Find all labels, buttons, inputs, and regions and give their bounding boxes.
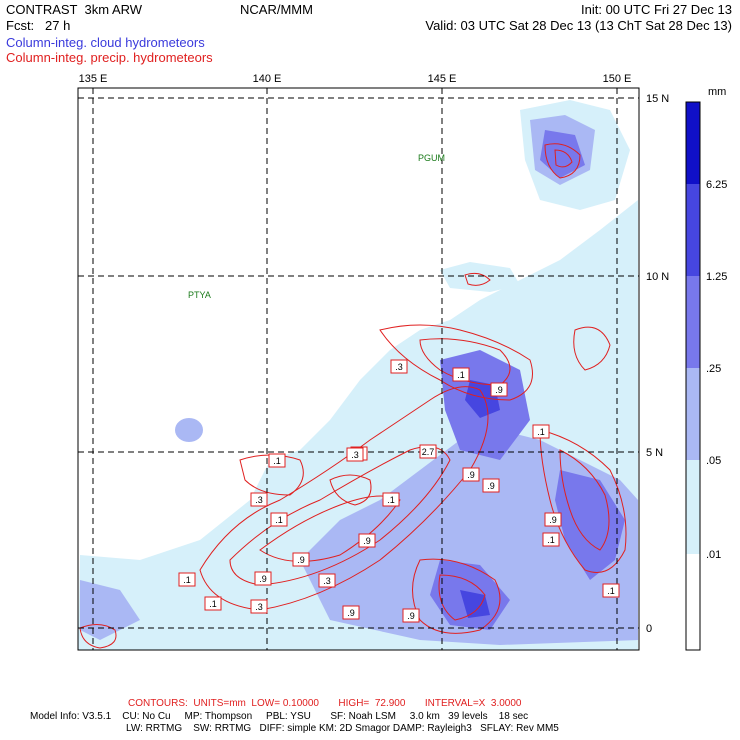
model-info-line2: LW: RRTMG SW: RRTMG DIFF: simple KM: 2D … bbox=[126, 723, 559, 734]
contour-label: 2.7 bbox=[419, 444, 437, 459]
svg-text:.1: .1 bbox=[275, 515, 283, 525]
org-label: NCAR/MMM bbox=[240, 2, 313, 17]
svg-text:.1: .1 bbox=[387, 495, 395, 505]
svg-text:.1: .1 bbox=[547, 535, 555, 545]
station-label-ptya: PTYA bbox=[188, 290, 211, 300]
model-info-line1: Model Info: V3.5.1 CU: No Cu MP: Thompso… bbox=[30, 711, 529, 722]
svg-text:.3: .3 bbox=[351, 450, 359, 460]
field-cloud-label: Column-integ. cloud hydrometeors bbox=[6, 35, 205, 50]
map-frame bbox=[77, 87, 640, 651]
svg-text:.1: .1 bbox=[183, 575, 191, 585]
svg-text:.9: .9 bbox=[297, 555, 305, 565]
forecast-hour: Fcst: 27 h bbox=[6, 18, 71, 33]
contour-label: .3 bbox=[390, 359, 408, 374]
contour-label: .3 bbox=[250, 599, 268, 614]
svg-text:.3: .3 bbox=[395, 362, 403, 372]
colorbar-frame bbox=[685, 101, 701, 651]
svg-text:.9: .9 bbox=[363, 536, 371, 546]
svg-text:.9: .9 bbox=[549, 515, 557, 525]
colorbar-bin bbox=[686, 276, 700, 368]
contour-label: .1 bbox=[178, 572, 196, 587]
contour-label: .3 bbox=[250, 492, 268, 507]
contour-label: .9 bbox=[292, 552, 310, 567]
svg-text:.9: .9 bbox=[407, 611, 415, 621]
valid-time: Valid: 03 UTC Sat 28 Dec 13 (13 ChT Sat … bbox=[425, 18, 732, 33]
colorbar-bin bbox=[686, 460, 700, 554]
contour-label: .9 bbox=[342, 605, 360, 620]
contour-label: .9 bbox=[544, 512, 562, 527]
contour-label: .1 bbox=[532, 424, 550, 439]
svg-text:.9: .9 bbox=[495, 385, 503, 395]
colorbar-label: 6.25 bbox=[706, 179, 727, 191]
svg-text:.1: .1 bbox=[607, 586, 615, 596]
lon-label: 140 E bbox=[253, 73, 282, 85]
contour-label: .1 bbox=[452, 367, 470, 382]
field-precip-label: Column-integ. precip. hydrometeors bbox=[6, 50, 213, 65]
contour-label: .1 bbox=[382, 492, 400, 507]
contour-info: CONTOURS: UNITS=mm LOW= 0.10000 HIGH= 72… bbox=[128, 698, 522, 709]
svg-text:.1: .1 bbox=[537, 427, 545, 437]
contour-label: .3 bbox=[318, 573, 336, 588]
colorbar-bin bbox=[686, 554, 700, 650]
svg-text:.1: .1 bbox=[273, 456, 281, 466]
precip-contours bbox=[79, 143, 627, 649]
init-time: Init: 00 UTC Fri 27 Dec 13 bbox=[581, 2, 732, 17]
svg-text:.3: .3 bbox=[255, 495, 263, 505]
lat-label: 5 N bbox=[646, 447, 663, 459]
lat-label: 0 bbox=[646, 623, 652, 635]
contour-label: .1 bbox=[268, 453, 286, 468]
contour-label: .9 bbox=[482, 478, 500, 493]
svg-text:.9: .9 bbox=[347, 608, 355, 618]
lon-label: 145 E bbox=[428, 73, 457, 85]
contour-label: .9 bbox=[462, 467, 480, 482]
svg-text:.9: .9 bbox=[259, 574, 267, 584]
contour-label: .9 bbox=[358, 533, 376, 548]
contour-label: .3 bbox=[346, 447, 364, 462]
contour-label: .1 bbox=[602, 583, 620, 598]
svg-text:.1: .1 bbox=[457, 370, 465, 380]
colorbar-bin bbox=[686, 368, 700, 460]
colorbar-label: .25 bbox=[706, 363, 721, 375]
contour-label: .1 bbox=[204, 596, 222, 611]
colorbar-bin bbox=[686, 102, 700, 184]
station-label-pgum: PGUM bbox=[418, 153, 445, 163]
model-title: CONTRAST 3km ARW bbox=[6, 2, 143, 17]
lat-label: 15 N bbox=[646, 93, 669, 105]
lon-label: 135 E bbox=[79, 73, 108, 85]
contour-label: .1 bbox=[542, 532, 560, 547]
svg-text:.9: .9 bbox=[467, 470, 475, 480]
contour-label: .9 bbox=[254, 571, 272, 586]
colorbar-label: .05 bbox=[706, 455, 721, 467]
lat-label: 10 N bbox=[646, 271, 669, 283]
lon-label: 150 E bbox=[603, 73, 632, 85]
contour-label: .9 bbox=[490, 382, 508, 397]
svg-text:.9: .9 bbox=[487, 481, 495, 491]
svg-text:.1: .1 bbox=[209, 599, 217, 609]
svg-text:2.7: 2.7 bbox=[422, 447, 435, 457]
colorbar-units: mm bbox=[708, 86, 726, 98]
contour-label: .9 bbox=[402, 608, 420, 623]
colorbar-label: .01 bbox=[706, 549, 721, 561]
colorbar-bin bbox=[686, 184, 700, 276]
svg-text:.3: .3 bbox=[255, 602, 263, 612]
colorbar-label: 1.25 bbox=[706, 271, 727, 283]
colorbar: mm 6.25 1.25 .25 .05 .01 bbox=[685, 86, 727, 651]
contour-value-labels: .32.7.3.1.1.9.1.3.1.3.9.9.3.1.3.9.9.9.9.… bbox=[178, 359, 620, 623]
contour-label: .1 bbox=[270, 512, 288, 527]
svg-text:.3: .3 bbox=[323, 576, 331, 586]
